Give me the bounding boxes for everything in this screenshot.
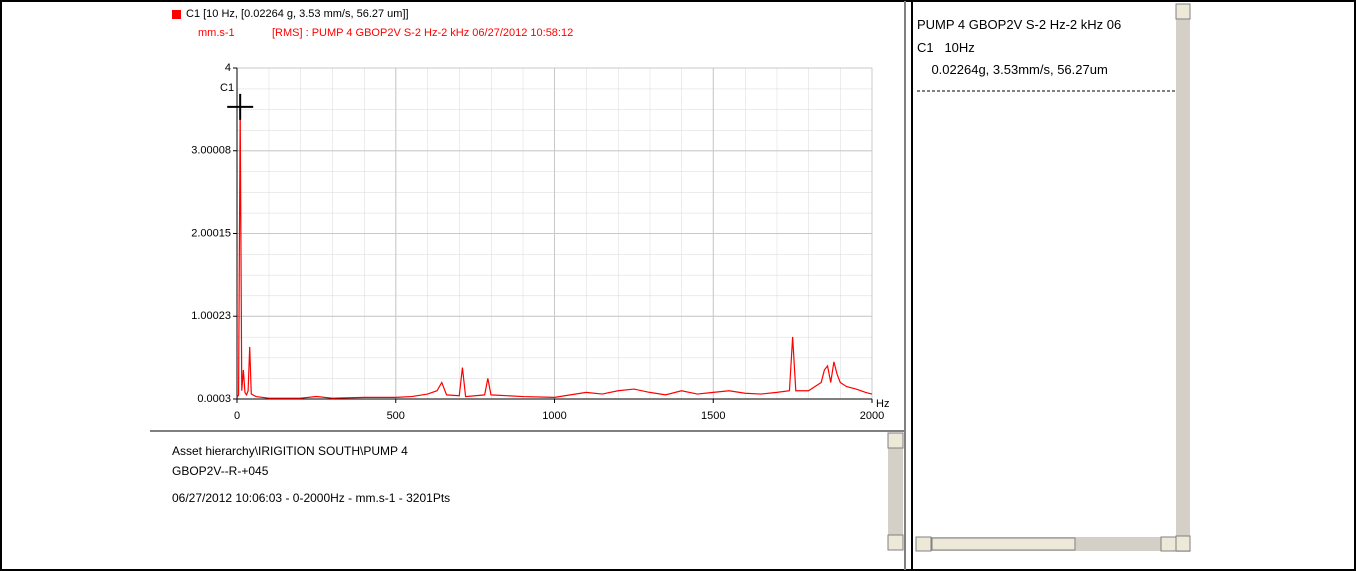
scroll-button[interactable] bbox=[1160, 536, 1177, 552]
cursor bbox=[227, 93, 254, 120]
spectrum-line bbox=[236, 106, 873, 399]
scrollbar[interactable] bbox=[888, 433, 903, 550]
cursor-line: PUMP 4 GBOP2V S-2 Hz-2 kHz 06 bbox=[917, 17, 1122, 32]
info-line: Asset hierarchy\IRIGITION SOUTH\PUMP 4 bbox=[172, 444, 408, 458]
x-tick-label: 1000 bbox=[542, 410, 566, 422]
scroll-button[interactable] bbox=[887, 534, 904, 551]
y-axis-label: C1 bbox=[220, 82, 234, 94]
scroll-button[interactable] bbox=[887, 432, 904, 449]
x-tick-label: 2000 bbox=[860, 410, 884, 422]
x-axis-label: Hz bbox=[876, 398, 889, 410]
cursor-line: 0.02264g, 3.53mm/s, 56.27um bbox=[917, 62, 1108, 77]
info-line: GBOP2V--R-+045 bbox=[172, 464, 269, 478]
scrollbar[interactable] bbox=[1176, 4, 1190, 552]
scroll-button[interactable] bbox=[1175, 535, 1191, 552]
y-tick-label: 1.00023 bbox=[191, 310, 231, 322]
cursor-line: C1 10Hz bbox=[917, 40, 975, 55]
x-tick-label: 1500 bbox=[701, 410, 725, 422]
legend-swatch bbox=[172, 10, 181, 19]
x-tick-label: 0 bbox=[234, 410, 240, 422]
y-tick-label: 0.0003 bbox=[197, 393, 231, 405]
scroll-button[interactable] bbox=[915, 536, 932, 552]
info-line: 06/27/2012 10:06:03 - 0-2000Hz - mm.s-1 … bbox=[172, 491, 451, 505]
y-tick-label: 2.00015 bbox=[191, 227, 231, 239]
y-tick-label: 3.00008 bbox=[191, 145, 231, 157]
unit-label: mm.s-1 bbox=[198, 27, 235, 39]
scroll-button[interactable] bbox=[1175, 3, 1191, 20]
y-tick-label: 4 bbox=[225, 62, 231, 74]
x-tick-label: 500 bbox=[387, 410, 405, 422]
legend-label: C1 [10 Hz, [0.02264 g, 3.53 mm/s, 56.27 … bbox=[186, 8, 409, 20]
scroll-thumb[interactable] bbox=[931, 537, 1076, 551]
chart-subtitle: [RMS] : PUMP 4 GBOP2V S-2 Hz-2 kHz 06/27… bbox=[272, 27, 573, 39]
